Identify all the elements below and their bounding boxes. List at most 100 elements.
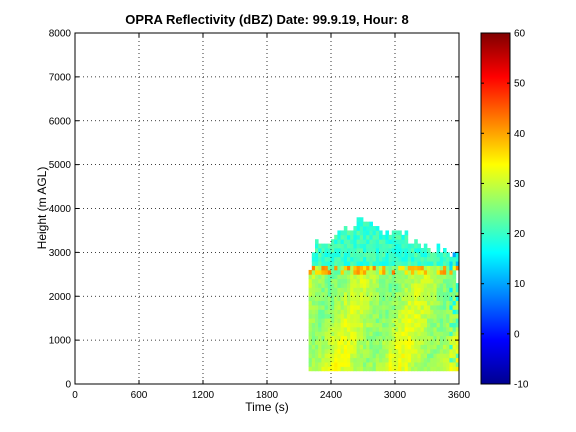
heatmap-cell <box>337 340 341 345</box>
heatmap-cell <box>363 335 367 341</box>
heatmap-cell <box>388 305 393 310</box>
heatmap-cell <box>318 362 322 367</box>
heatmap-cell <box>318 344 322 350</box>
heatmap-cell <box>423 366 428 372</box>
heatmap-cell <box>414 278 418 284</box>
heatmap-cell <box>443 265 447 271</box>
heatmap-cell <box>446 348 450 354</box>
heatmap-cell <box>382 300 386 306</box>
heatmap-cell <box>363 226 367 231</box>
heatmap-cell <box>334 300 338 306</box>
heatmap-cell <box>350 269 354 275</box>
heatmap-cell <box>443 353 447 359</box>
heatmap-cell <box>423 357 428 363</box>
heatmap-cell <box>395 274 399 280</box>
heatmap-cell <box>379 331 383 337</box>
heatmap-cell <box>372 322 377 328</box>
heatmap-cell <box>375 261 380 266</box>
heatmap-cell <box>423 340 428 345</box>
heatmap-cell <box>420 265 425 271</box>
heatmap-cell <box>407 283 412 288</box>
heatmap-cell <box>398 309 402 315</box>
heatmap-cell <box>436 348 441 354</box>
heatmap-cell <box>379 261 383 266</box>
heatmap-cell <box>353 261 357 266</box>
heatmap-cell <box>337 335 341 341</box>
heatmap-cell <box>452 313 457 319</box>
heatmap-cell <box>388 247 393 253</box>
heatmap-cell <box>308 326 313 332</box>
heatmap-cell <box>340 300 345 306</box>
heatmap-cell <box>308 305 313 310</box>
heatmap-cell <box>427 291 431 297</box>
heatmap-cell <box>311 309 316 315</box>
heatmap-cell <box>359 269 364 275</box>
heatmap-cell <box>439 265 444 271</box>
heatmap-cell <box>347 261 351 266</box>
heatmap-cell <box>343 313 348 319</box>
heatmap-cell <box>446 326 450 332</box>
heatmap-cell <box>401 362 405 367</box>
heatmap-cell <box>407 357 412 363</box>
heatmap-cell <box>446 331 450 337</box>
heatmap-cell <box>356 234 361 240</box>
heatmap-cell <box>449 313 453 319</box>
heatmap-cell <box>343 326 348 332</box>
heatmap-cell <box>359 287 364 293</box>
heatmap-cell <box>337 326 341 332</box>
heatmap-cell <box>353 353 357 359</box>
heatmap-cell <box>347 296 351 302</box>
heatmap-cell <box>385 234 389 240</box>
heatmap-cell <box>375 256 380 262</box>
heatmap-cell <box>407 256 412 262</box>
heatmap-cell <box>372 256 377 262</box>
heatmap-cell <box>334 335 338 341</box>
heatmap-cell <box>439 261 444 266</box>
heatmap-cell <box>404 331 409 337</box>
heatmap-cell <box>375 243 380 249</box>
heatmap-cell <box>427 326 431 332</box>
heatmap-cell <box>455 305 459 310</box>
heatmap-cell <box>372 252 377 258</box>
heatmap-cell <box>366 344 370 350</box>
heatmap-cell <box>337 313 341 319</box>
heatmap-cell <box>395 252 399 258</box>
heatmap-cell <box>369 261 373 266</box>
heatmap-cell <box>411 296 415 302</box>
heatmap-cell <box>385 296 389 302</box>
heatmap-cell <box>347 335 351 341</box>
heatmap-cell <box>372 357 377 363</box>
heatmap-cell <box>331 274 335 280</box>
heatmap-cell <box>343 243 348 249</box>
heatmap-cell <box>391 366 396 372</box>
heatmap-cell <box>343 252 348 258</box>
heatmap-cell <box>433 261 437 266</box>
heatmap-cell <box>398 326 402 332</box>
heatmap-cell <box>455 291 459 297</box>
heatmap-cell <box>407 326 412 332</box>
heatmap-cell <box>350 309 354 315</box>
heatmap-cell <box>433 305 437 310</box>
heatmap-cell <box>350 335 354 341</box>
heatmap-cell <box>315 243 319 249</box>
heatmap-cell <box>353 252 357 258</box>
heatmap-cell <box>372 230 377 236</box>
heatmap-cell <box>356 252 361 258</box>
heatmap-cell <box>436 357 441 363</box>
y-tick-label: 4000 <box>49 204 72 215</box>
heatmap-cell <box>369 278 373 284</box>
heatmap-cell <box>443 322 447 328</box>
heatmap-cell <box>366 261 370 266</box>
heatmap-cell <box>356 278 361 284</box>
heatmap-cell <box>327 296 332 302</box>
heatmap-cell <box>311 265 316 271</box>
heatmap-cell <box>315 283 319 288</box>
heatmap-cell <box>372 226 377 231</box>
heatmap-cell <box>401 256 405 262</box>
heatmap-cell <box>414 353 418 359</box>
heatmap-cell <box>385 335 389 341</box>
heatmap-cell <box>353 305 357 310</box>
heatmap-cell <box>343 291 348 297</box>
heatmap-cell <box>324 287 329 293</box>
heatmap-cell <box>308 318 313 323</box>
